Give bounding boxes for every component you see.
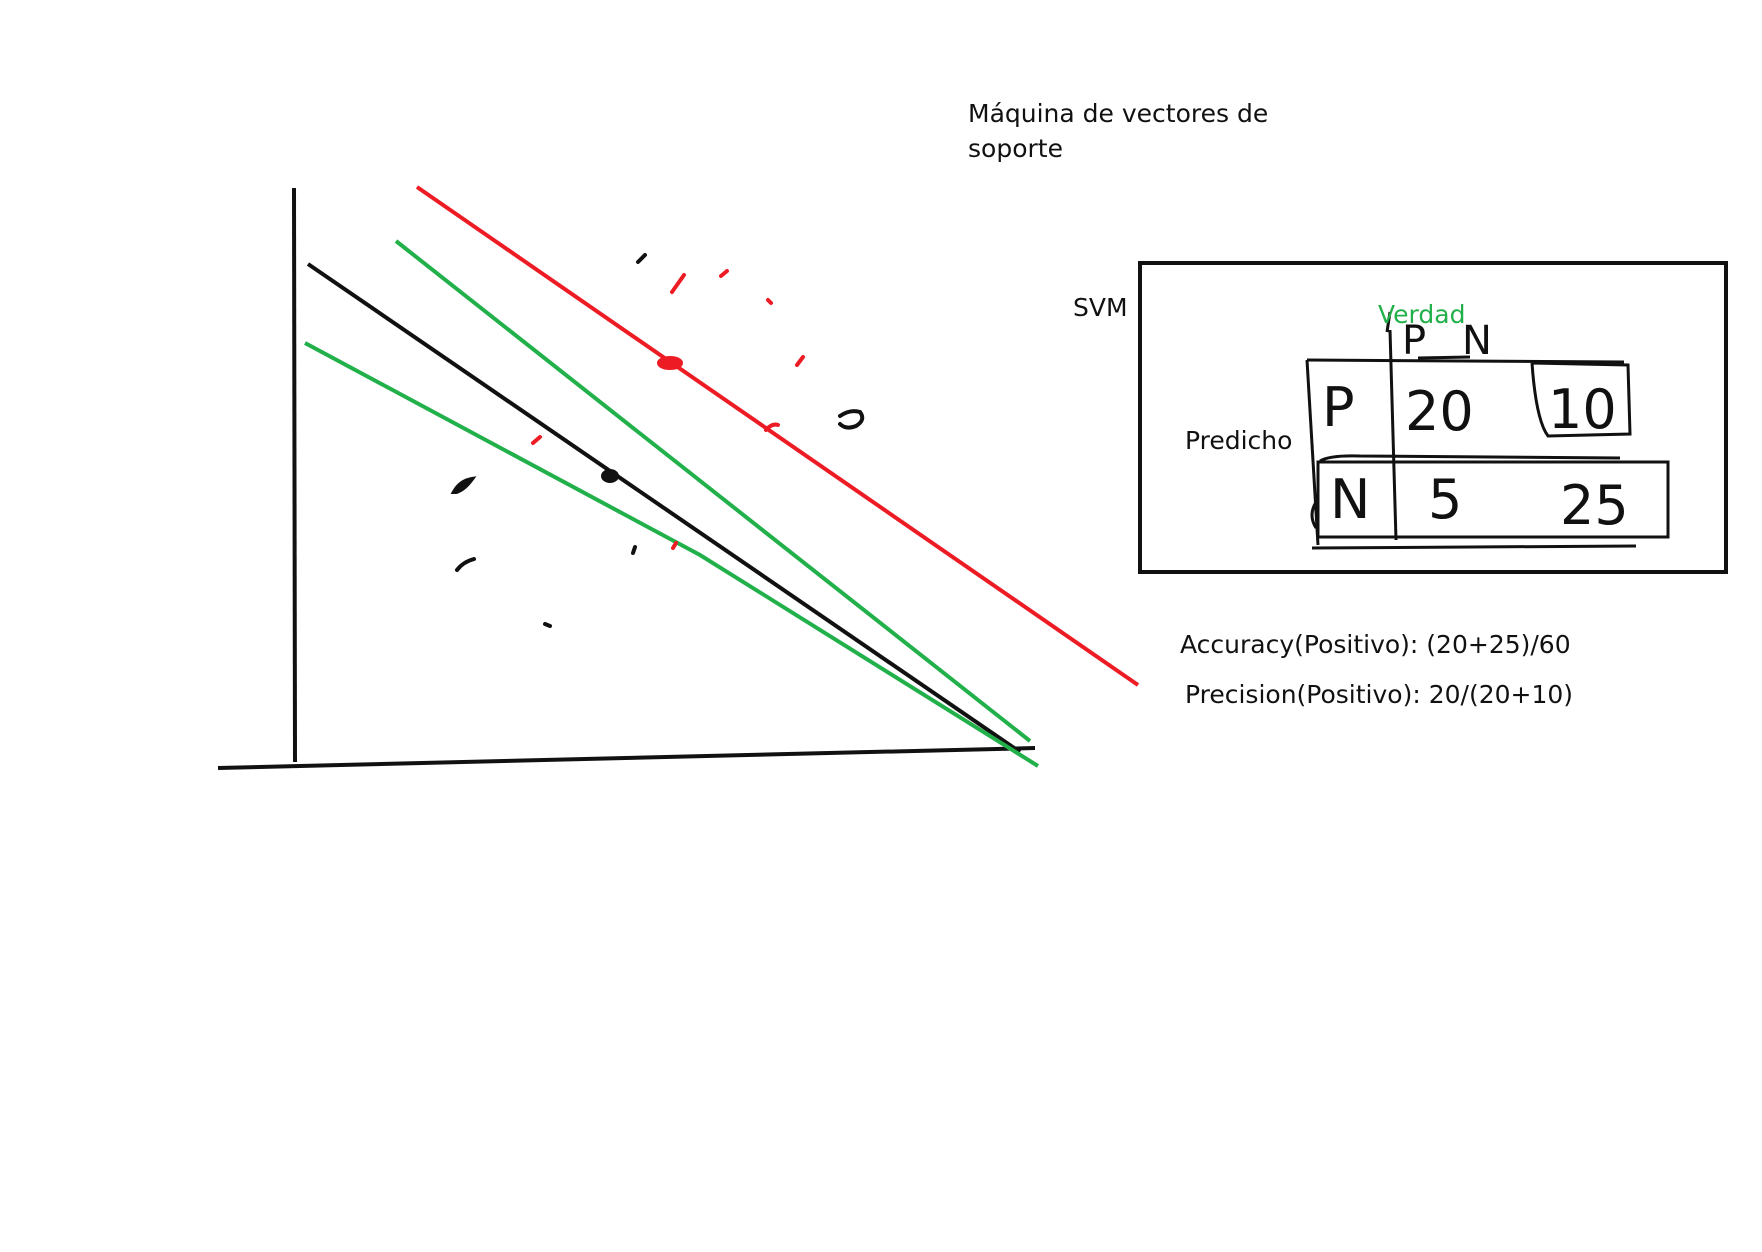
black-point [838,409,865,430]
red-point [766,298,773,305]
cell-tn: 25 [1560,474,1629,537]
black-point [631,545,637,555]
matrix-grid [1305,311,1670,550]
red-point [764,422,780,432]
black-point [543,622,552,628]
predicted-label: Predicho [1185,426,1293,455]
red-points [531,269,805,550]
col-header-p: P [1402,318,1426,364]
lower-margin-line [304,341,1040,768]
hyperplane-line [306,262,1022,754]
red-point [657,356,683,370]
upper-margin-line [394,239,1032,743]
matrix-box [1138,261,1728,574]
row-header-p: P [1322,376,1355,439]
cell-fn: 5 [1428,468,1462,531]
truth-label: Verdad [1378,300,1466,329]
red-point [671,541,678,550]
cell-tp: 20 [1405,380,1474,443]
red-point [670,273,686,294]
diagram-title: Máquina de vectores de soporte [968,99,1269,163]
metrics: Accuracy(Positivo): (20+25)/60 Precision… [1180,620,1573,720]
red-point [531,435,542,445]
red-boundary-line [415,185,1140,687]
black-point [636,253,647,264]
black-point [601,469,619,483]
black-point [450,476,477,494]
precision-formula: Precision(Positivo): 20/(20+10) [1185,680,1574,709]
red-point [719,269,729,278]
x-axis [217,746,1036,770]
accuracy-formula: Accuracy(Positivo): (20+25)/60 [1180,630,1571,659]
red-point [795,355,805,367]
black-point [455,557,476,572]
svm-label: SVM [1073,293,1128,322]
y-axis [292,187,297,763]
col-header-n: N [1462,318,1492,364]
row-header-n: N [1330,468,1370,531]
black-points [450,253,865,628]
cell-fp: 10 [1548,378,1617,441]
